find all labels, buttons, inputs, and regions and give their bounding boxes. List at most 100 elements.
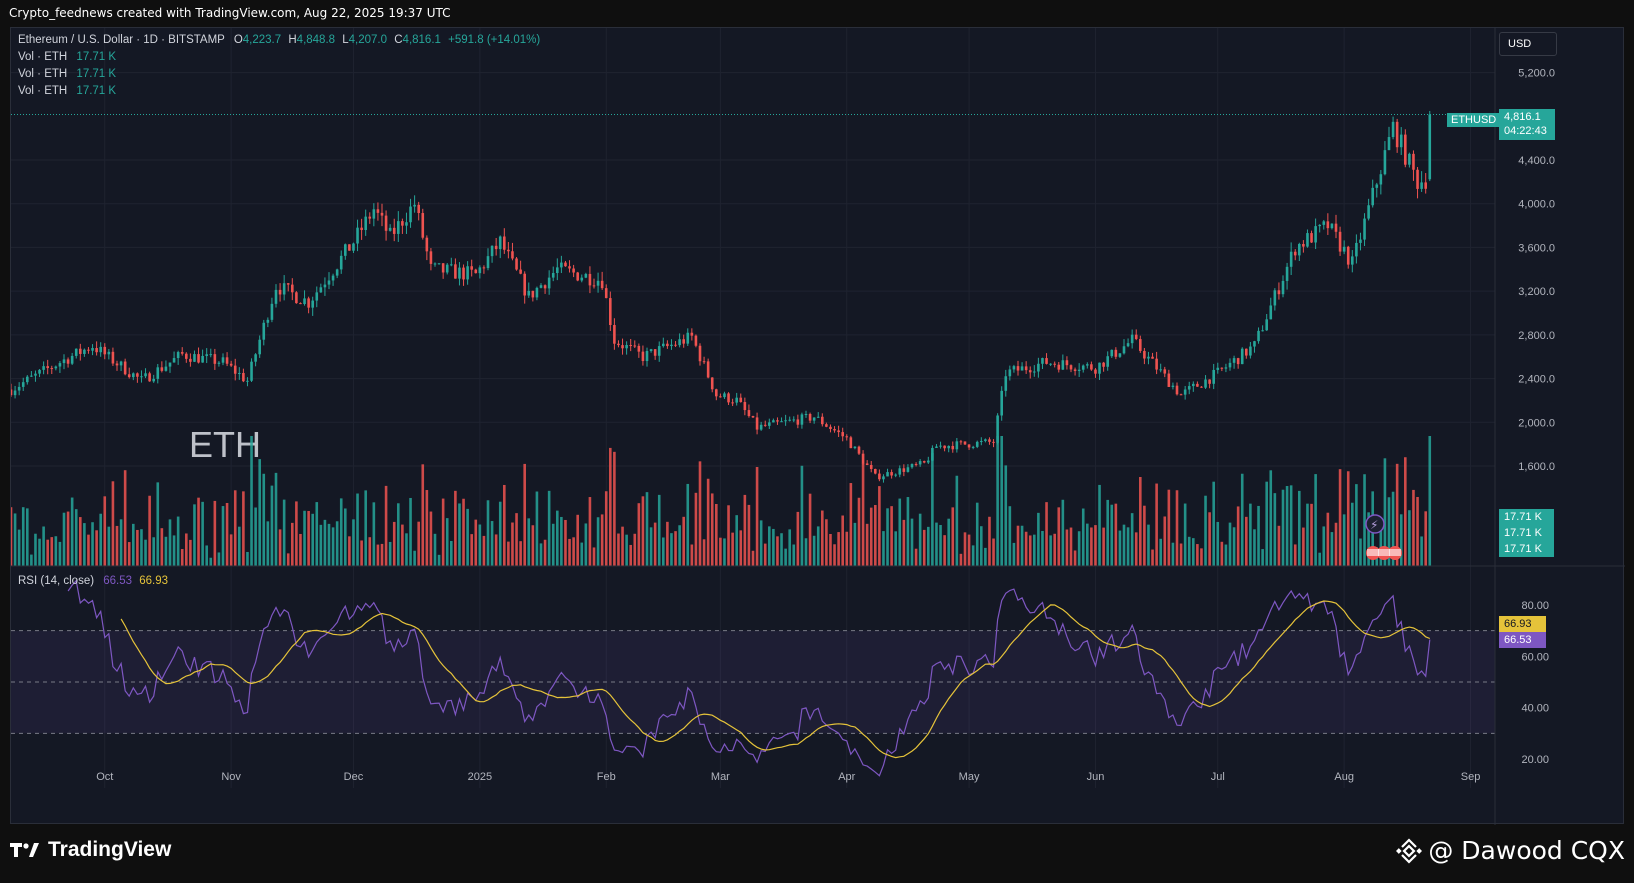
candle-body: [763, 424, 767, 426]
candle-body: [46, 366, 49, 369]
volume-bar: [1033, 534, 1036, 566]
volume-bar: [898, 498, 902, 566]
volume-bar: [939, 524, 942, 566]
chart-frame[interactable]: ETH 1,600.0 2,000.0 2,400.0 2,800.0 3,200.0 3…: [10, 27, 1625, 825]
candle-body: [1200, 386, 1203, 388]
volume-bar: [943, 535, 946, 566]
volume-bar: [42, 526, 45, 566]
candle-body: [609, 298, 612, 326]
candle-body: [678, 339, 681, 346]
volume-bar: [91, 522, 94, 566]
chart-canvas[interactable]: ETH 1,600.0 2,000.0 2,400.0 2,800.0 3,200.0 3…: [11, 28, 1625, 825]
price-tick-label: 3,200.0: [1518, 286, 1555, 298]
volume-legend-3[interactable]: Vol · ETH 17.71 K: [18, 85, 116, 97]
candle-body: [1024, 366, 1028, 371]
close-value: 4,816.1: [402, 34, 441, 46]
volume-bar: [596, 517, 600, 566]
volume-bar: [507, 541, 510, 566]
candle-body: [1106, 356, 1109, 367]
candle-body: [535, 287, 539, 298]
volume-bar: [344, 508, 347, 566]
candle-body: [1208, 379, 1211, 384]
volume-bar: [225, 502, 229, 566]
volume-value: 17.71 K: [76, 85, 117, 97]
volume-bar: [959, 553, 963, 566]
candle-body: [34, 373, 37, 376]
volume-bar: [1224, 544, 1228, 566]
candle-body: [189, 358, 192, 362]
tradingview-logo[interactable]: TradingView: [10, 838, 171, 862]
candle-body: [690, 332, 694, 336]
volume-bar: [1114, 503, 1118, 566]
volume-bar: [796, 511, 800, 566]
candle-body: [58, 363, 62, 367]
volume-bar: [441, 498, 445, 566]
volume-bar: [1387, 497, 1391, 566]
volume-legend-1[interactable]: Vol · ETH 17.71 K: [18, 51, 116, 63]
candle-body: [417, 204, 420, 214]
candle-body: [1147, 356, 1150, 359]
rsi-tick-label: 20.00: [1521, 754, 1549, 766]
candle-body: [882, 476, 885, 480]
candle-body: [441, 263, 445, 273]
volume-bar: [246, 551, 249, 566]
volume-bar: [1359, 538, 1362, 566]
candle-body: [1228, 362, 1232, 368]
candle-body: [931, 447, 934, 461]
rsi-ma-tag: 66.93: [1499, 616, 1546, 632]
volume-bar: [625, 534, 628, 566]
candle-body: [470, 266, 473, 270]
volume-bar: [1416, 496, 1419, 566]
candle-body: [992, 441, 995, 443]
volume-bar: [804, 538, 808, 566]
candle-body: [1314, 226, 1317, 243]
candle-body: [193, 354, 196, 362]
candle-body: [1310, 233, 1313, 243]
time-tick-label: Oct: [96, 771, 113, 783]
volume-bar: [397, 503, 400, 566]
volume-bar: [1126, 527, 1130, 566]
candle-body: [768, 422, 771, 426]
volume-bar: [498, 501, 502, 566]
time-tick-label: Nov: [221, 771, 241, 783]
candle-body: [1045, 358, 1048, 364]
candle-body: [238, 372, 241, 374]
price-tick-label: 2,800.0: [1518, 330, 1555, 342]
rsi-legend[interactable]: RSI (14, close) 66.53 66.93: [18, 575, 168, 587]
candle-body: [95, 348, 98, 353]
candle-body: [1163, 369, 1167, 374]
volume-bar: [1163, 516, 1167, 566]
candle-body: [1326, 221, 1330, 229]
volume-bar: [653, 522, 657, 566]
ohlc-legend[interactable]: Ethereum / U.S. Dollar · 1D · BITSTAMP O…: [18, 34, 540, 46]
volume-bar: [543, 539, 547, 566]
volume-bar: [829, 533, 832, 566]
volume-bar: [539, 543, 543, 566]
volume-bar: [731, 532, 734, 566]
candle-body: [629, 344, 632, 346]
volume-value: 17.71 K: [76, 68, 117, 80]
candle-body: [368, 216, 372, 219]
volume-bar: [751, 550, 755, 566]
currency-button[interactable]: USD: [1499, 32, 1557, 56]
volume-bar: [670, 533, 673, 566]
candle-body: [352, 243, 355, 251]
volume-bar: [360, 540, 363, 566]
candle-body: [1408, 153, 1411, 165]
candle-body: [1033, 371, 1036, 373]
candle-body: [792, 419, 796, 421]
candle-body: [1110, 349, 1114, 357]
volume-legend-2[interactable]: Vol · ETH 17.71 K: [18, 68, 116, 80]
event-icons: ⚡: [1365, 514, 1402, 560]
volume-bar: [588, 497, 592, 566]
candle-body: [17, 386, 21, 391]
volume-bar: [604, 491, 608, 566]
candle-body: [886, 472, 889, 477]
candle-body: [433, 263, 437, 265]
volume-bar: [1130, 513, 1134, 566]
candle-body: [1236, 358, 1240, 365]
candle-body: [1179, 394, 1183, 396]
candle-body: [621, 345, 624, 349]
candle-body: [286, 283, 290, 285]
volume-bar: [348, 536, 351, 566]
